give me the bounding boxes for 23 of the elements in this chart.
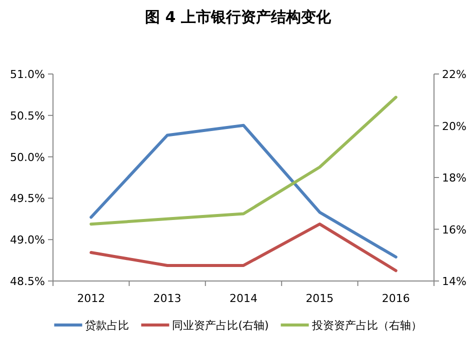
y2-tick-label: 22% [442,68,466,81]
y2-tick-label: 16% [442,223,466,236]
x-tick-label: 2015 [306,292,334,305]
y-tick-label: 48.5% [10,275,45,288]
legend-label: 同业资产占比(右轴) [172,319,269,332]
line-series [90,124,398,258]
x-tick-label: 2016 [382,292,410,305]
x-tick-label: 2014 [230,292,258,305]
line-series [90,96,398,226]
y-tick-label: 49.0% [10,234,45,247]
y2-tick-label: 18% [442,172,466,184]
x-tick-label: 2013 [153,292,182,305]
y2-tick-label: 14% [442,275,466,288]
chart-title: 图 4 上市银行资产结构变化 [145,8,332,26]
x-tick-label: 2012 [77,292,106,305]
y-tick-label: 50.5% [10,109,45,122]
legend-label: 贷款占比 [85,319,130,332]
y-tick-label: 51.0% [10,68,45,81]
line-series [90,222,398,272]
y-tick-label: 50.0% [10,150,45,164]
y2-tick-label: 20% [442,120,466,133]
y-tick-label: 49.5% [10,192,45,206]
legend-label: 投资资产占比（右轴） [310,319,422,332]
